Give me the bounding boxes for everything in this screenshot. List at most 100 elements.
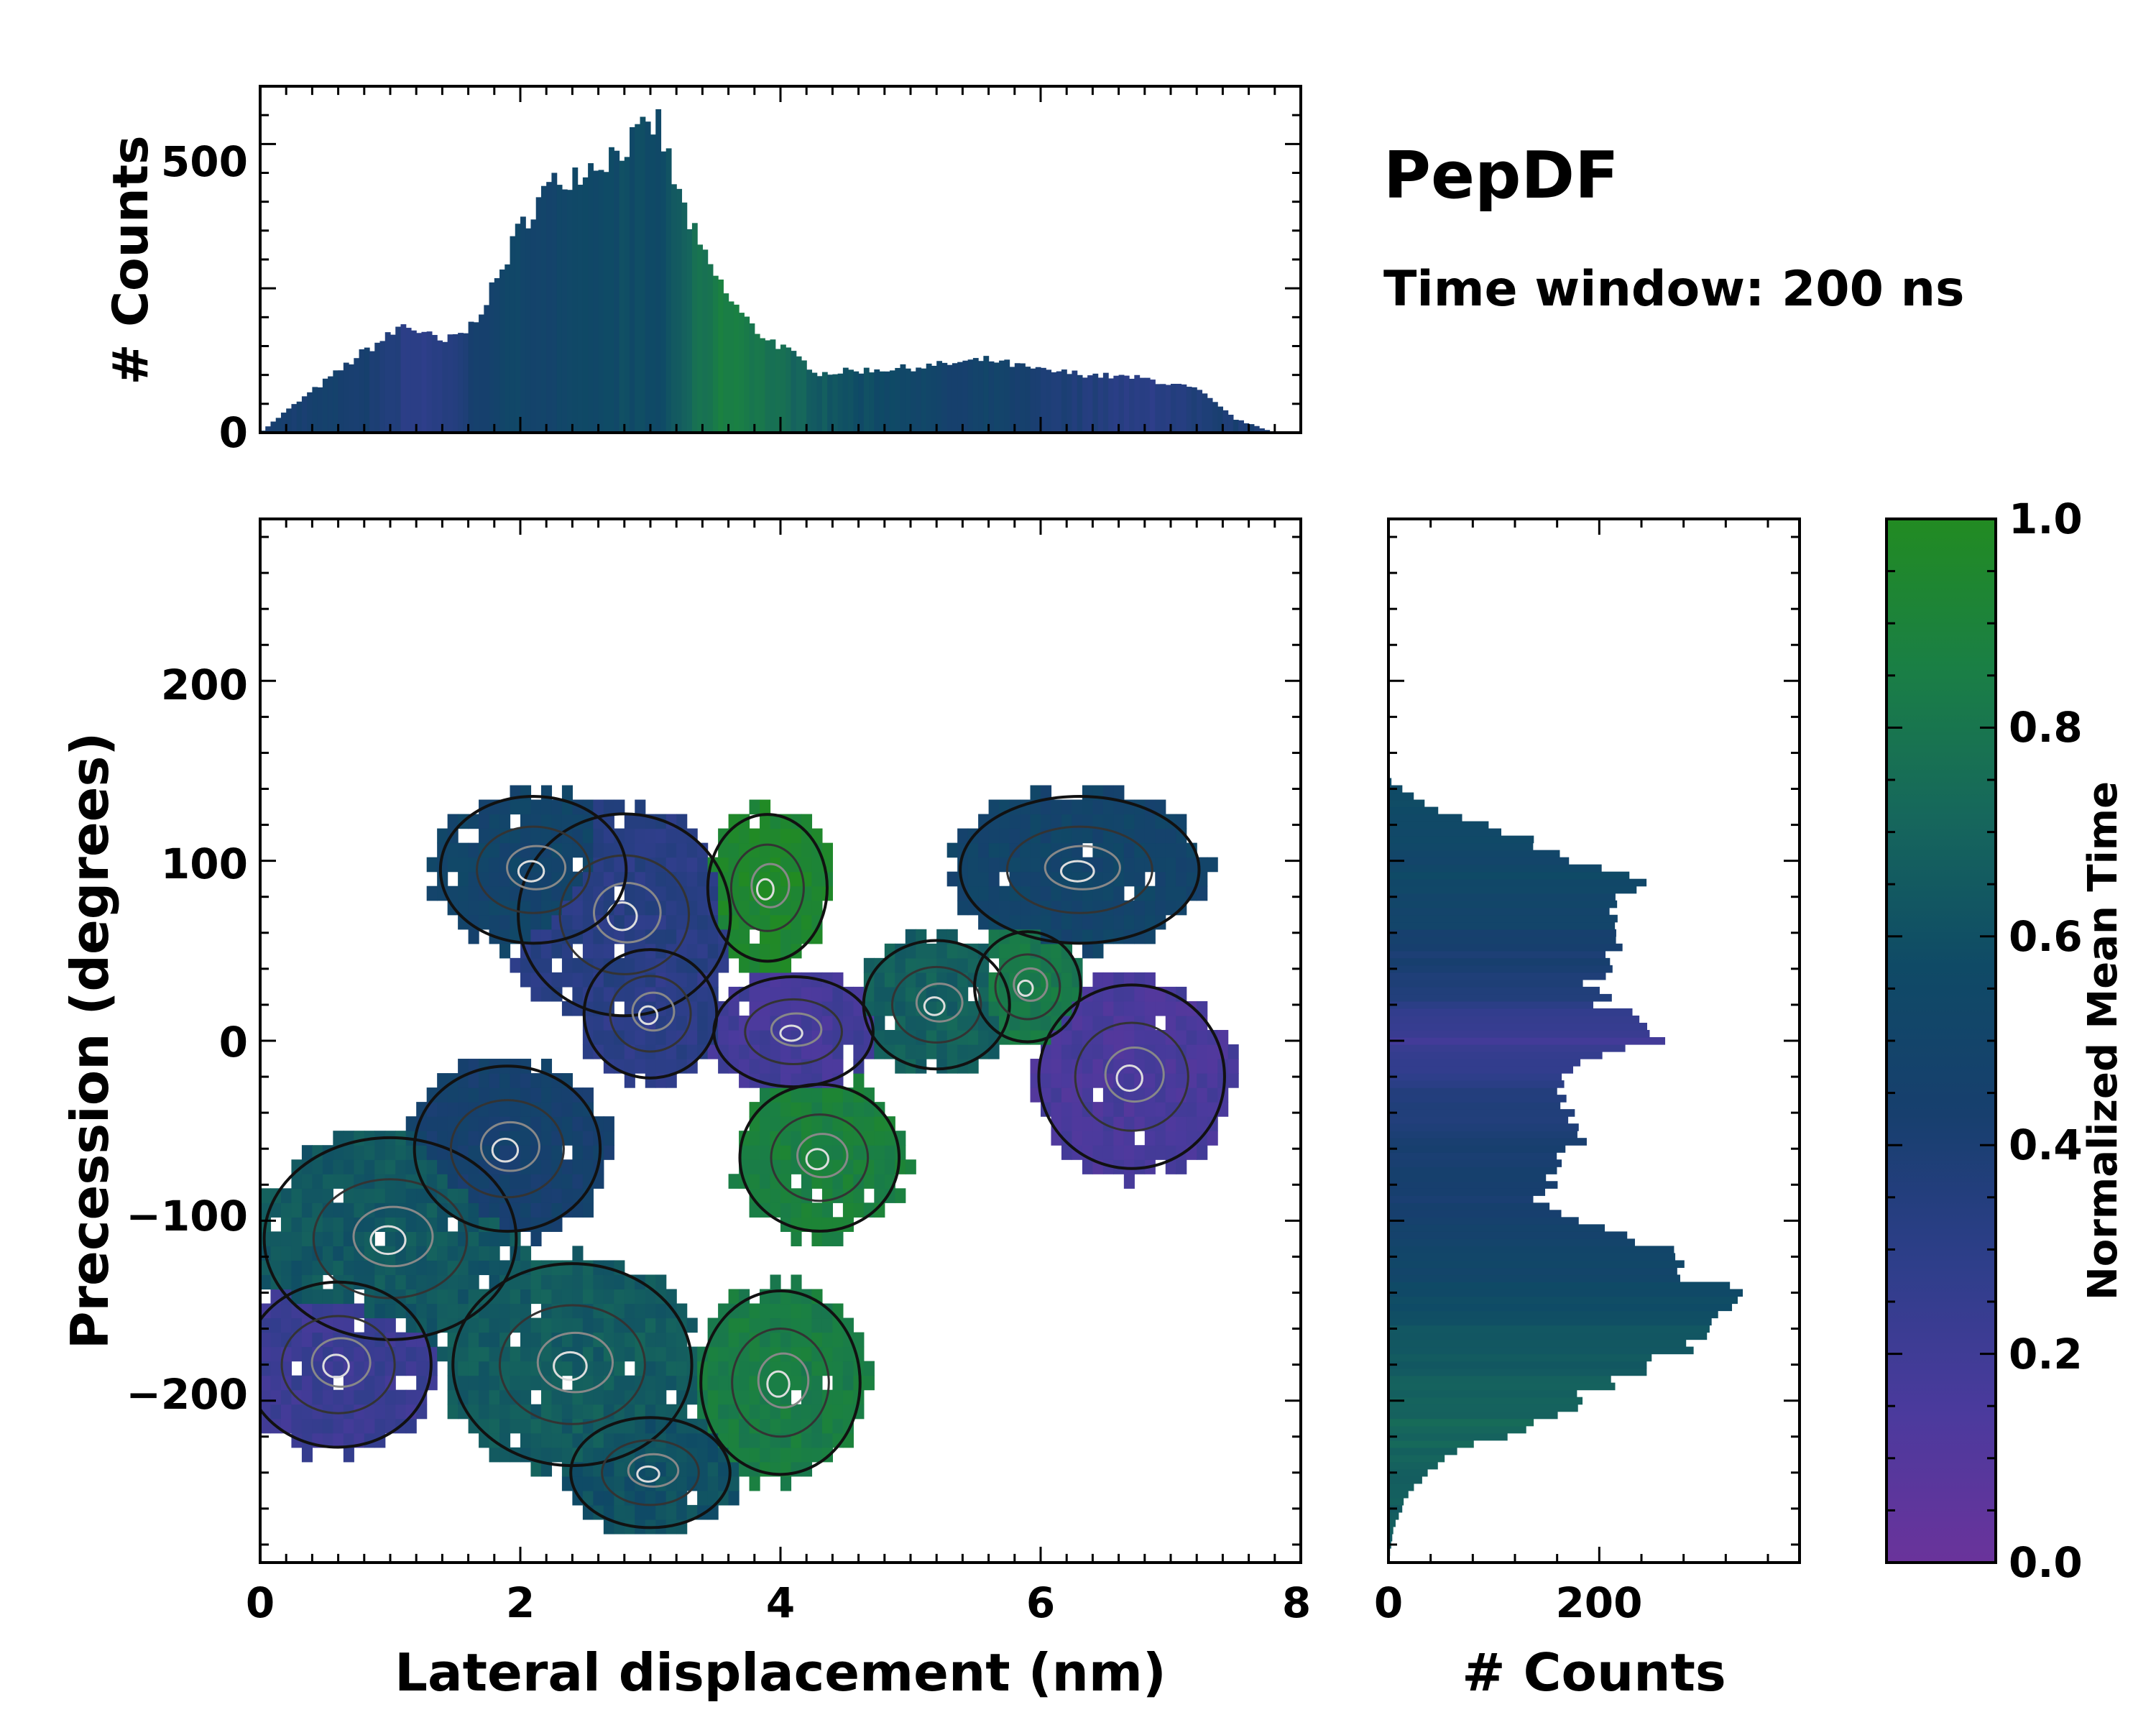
heatmap-cell <box>1144 1073 1156 1088</box>
right-histogram-bar <box>1388 1375 1611 1384</box>
heatmap-cell <box>1186 1102 1197 1117</box>
right-histogram-bar <box>1388 1468 1428 1477</box>
heatmap-cell <box>718 1361 729 1376</box>
heatmap-cell <box>1020 900 1031 916</box>
heatmap-cell <box>1082 1116 1093 1131</box>
heatmap-cell <box>842 1131 854 1146</box>
heatmap-cell <box>405 1231 417 1246</box>
density-contour <box>796 1133 849 1179</box>
heatmap-cell <box>582 1116 594 1131</box>
heatmap-cell <box>405 1404 417 1420</box>
right-histogram-bar <box>1388 1210 1562 1218</box>
right-histogram-bar <box>1388 1167 1557 1174</box>
heatmap-cell <box>572 1418 584 1434</box>
heatmap-cell <box>374 1361 386 1376</box>
heatmap-cell <box>520 1131 532 1146</box>
top-histogram-bar <box>499 269 505 433</box>
heatmap-cell <box>1061 1044 1073 1059</box>
heatmap-cell <box>520 1274 532 1290</box>
heatmap-cell <box>770 1289 781 1305</box>
heatmap-cell <box>665 1375 677 1391</box>
heatmap-cell <box>770 1274 781 1290</box>
heatmap-cell <box>1144 842 1156 858</box>
heatmap-cell <box>791 1059 802 1074</box>
heatmap-cell <box>853 1145 865 1160</box>
heatmap-cell <box>280 1332 292 1348</box>
heatmap-cell <box>1207 857 1218 873</box>
heatmap-cell <box>624 1303 635 1319</box>
heatmap-cell <box>447 1231 459 1246</box>
heatmap-cell <box>1155 799 1166 815</box>
heatmap-cell <box>614 857 625 873</box>
heatmap-cell <box>551 857 563 873</box>
heatmap-cell <box>530 1317 542 1333</box>
heatmap-cell <box>686 972 698 988</box>
top-histogram-bar <box>926 363 932 433</box>
heatmap-cell <box>572 1274 584 1290</box>
heatmap-cell <box>1165 1145 1176 1160</box>
heatmap-cell <box>1176 1000 1187 1016</box>
top-histogram-bar <box>962 360 969 433</box>
heatmap-cell <box>1113 814 1125 829</box>
heatmap-cell <box>1072 1015 1083 1031</box>
heatmap-cell <box>582 1044 594 1059</box>
top-histogram-bar <box>1181 384 1187 433</box>
heatmap-cell <box>270 1231 282 1246</box>
heatmap-cell <box>676 914 688 930</box>
heatmap-cell <box>842 1375 854 1391</box>
heatmap-cell <box>1134 1116 1146 1131</box>
heatmap-cell <box>707 1447 719 1463</box>
heatmap-cell <box>728 1044 740 1059</box>
heatmap-cell <box>728 1490 740 1506</box>
heatmap-cell <box>447 886 459 901</box>
heatmap-cell <box>905 1159 916 1174</box>
heatmap-cell <box>405 1188 417 1203</box>
heatmap-cell <box>468 1317 479 1333</box>
heatmap-cell <box>749 1029 760 1045</box>
heatmap-cell <box>791 914 802 930</box>
top-histogram-bar <box>1207 397 1213 433</box>
heatmap-cell <box>614 1504 625 1520</box>
density-contour <box>770 1012 823 1047</box>
heatmap-cell <box>489 814 500 829</box>
heatmap-cell <box>780 986 792 1002</box>
heatmap-cell <box>718 1404 729 1420</box>
heatmap-cell <box>801 1102 813 1117</box>
heatmap-cell <box>1072 1102 1083 1117</box>
heatmap-cell <box>582 929 594 944</box>
heatmap-cell <box>499 814 511 829</box>
heatmap-cell <box>561 814 573 829</box>
heatmap-cell <box>582 1404 594 1420</box>
heatmap-cell <box>686 886 698 901</box>
heatmap-cell <box>520 1346 532 1362</box>
heatmap-cell <box>624 957 635 973</box>
heatmap-cell <box>530 1332 542 1348</box>
top-histogram-bar <box>582 177 589 433</box>
heatmap-cell <box>374 1418 386 1434</box>
density-contour <box>994 953 1061 1021</box>
heatmap-cell <box>635 871 646 887</box>
top-histogram-bar <box>1041 367 1046 433</box>
heatmap-cell <box>510 1317 521 1333</box>
heatmap-cell <box>374 1303 386 1319</box>
heatmap-cell <box>614 1361 625 1376</box>
heatmap-cell <box>510 828 521 844</box>
heatmap-cell <box>572 1246 584 1261</box>
heatmap-cell <box>301 1202 313 1218</box>
right-histogram-bar <box>1388 1202 1550 1210</box>
heatmap-cell <box>426 1317 438 1333</box>
heatmap-cell <box>842 1000 854 1016</box>
heatmap-cell <box>1186 1029 1197 1045</box>
heatmap-cell <box>395 1346 407 1362</box>
heatmap-cell <box>479 1087 490 1103</box>
heatmap-cell <box>832 1102 844 1117</box>
heatmap-cell <box>676 1476 688 1491</box>
heatmap-cell <box>739 957 750 973</box>
heatmap-cell <box>343 1202 354 1218</box>
top-histogram-bar <box>712 275 719 433</box>
heatmap-cell <box>739 857 750 873</box>
heatmap-cell <box>832 1116 844 1131</box>
heatmap-cell <box>1197 886 1208 901</box>
right-histogram-bar <box>1388 943 1623 952</box>
heatmap-cell <box>697 842 709 858</box>
